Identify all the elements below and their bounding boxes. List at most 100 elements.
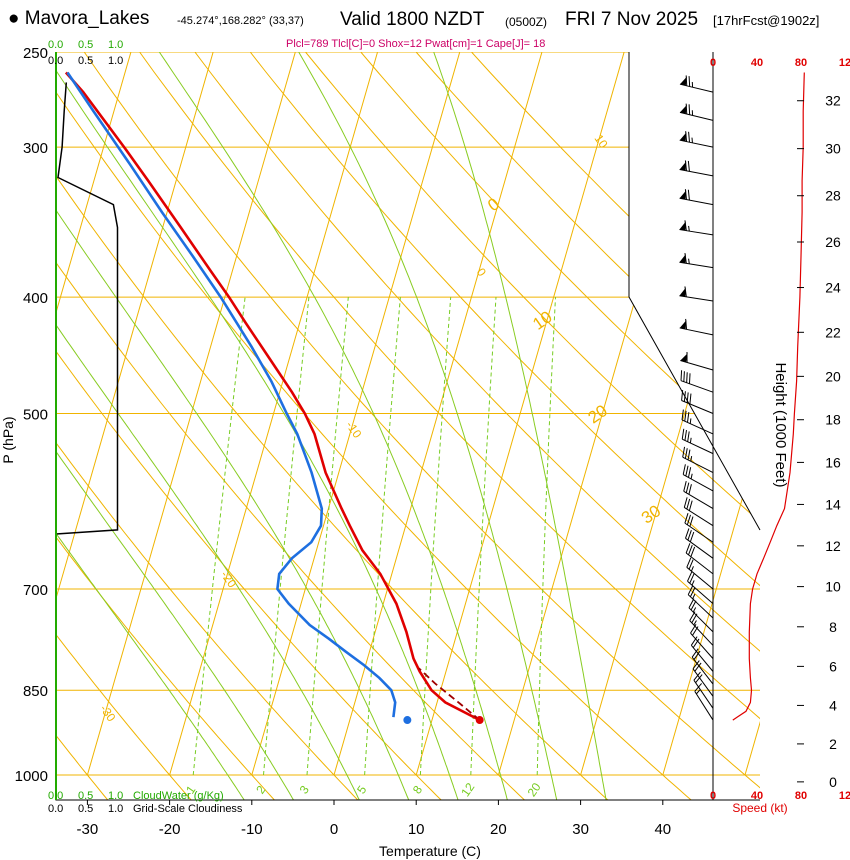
- wind-barb-staff: [691, 656, 714, 685]
- wind-barb-pennant: [679, 132, 687, 142]
- height-tick-label: 2: [829, 736, 837, 752]
- wind-barb-flag: [681, 409, 684, 421]
- pressure-tick-label: 250: [23, 45, 48, 62]
- wind-barb-staff: [690, 632, 714, 659]
- speed-tick-top: 80: [795, 57, 807, 69]
- height-axis-title: Height (1000 Feet): [772, 362, 789, 487]
- isotherm-line: [56, 52, 165, 776]
- wind-barb: [686, 557, 714, 590]
- wind-barb-pennant: [679, 287, 686, 297]
- wind-barb-flag: [690, 546, 696, 557]
- wind-barb: [679, 189, 714, 206]
- wind-barb-flag: [683, 371, 685, 382]
- wind-barb-flag: [682, 446, 686, 458]
- speed-tick-bottom: 80: [795, 790, 807, 802]
- height-tick-label: 20: [825, 368, 841, 384]
- speed-tick-top: 40: [751, 57, 763, 69]
- sounding-params: Plcl=789 Tlcl[C]=0 Shox=12 Pwat[cm]=1 Ca…: [286, 38, 546, 50]
- isotherm-line: [497, 52, 741, 776]
- wind-barb-half-flag: [692, 607, 697, 613]
- wind-barb-flag: [685, 543, 691, 554]
- wind-barb: [682, 464, 714, 492]
- wind-barb: [681, 428, 714, 455]
- wind-barb: [679, 131, 714, 148]
- isotherm-label: -20: [218, 568, 240, 591]
- wind-barb-flag: [690, 636, 698, 646]
- wind-barb-flag: [693, 650, 701, 660]
- dry-adiabat-line: [56, 52, 526, 800]
- isotherm-line: [415, 52, 659, 776]
- wind-barb: [680, 352, 714, 371]
- wind-barb-flag: [692, 660, 700, 670]
- wind-barb-flag: [688, 104, 691, 115]
- wind-barb: [679, 220, 714, 236]
- cloudiness-tick-bottom: 0.0: [48, 803, 63, 815]
- wind-barb-staff: [679, 327, 714, 336]
- height-tick-label: 10: [825, 579, 841, 595]
- temperature-tick-label: -20: [159, 821, 181, 838]
- temperature-tick-label: 20: [490, 821, 507, 838]
- height-tick-label: 26: [825, 234, 841, 250]
- wind-barb: [685, 528, 714, 559]
- wind-barb: [690, 623, 714, 659]
- temperature-tick-label: -10: [241, 821, 263, 838]
- wind-barb-flag: [686, 514, 691, 525]
- wind-barb-flag: [684, 286, 687, 297]
- dry-adiabat-line: [110, 52, 760, 800]
- wind-barb-staff: [680, 380, 714, 393]
- wind-barb-flag: [689, 531, 695, 543]
- parcel-line: [418, 667, 481, 721]
- wind-barb: [694, 683, 714, 721]
- mixing-ratio-line: [470, 297, 497, 776]
- wind-barb-staff: [680, 360, 714, 371]
- isotherm-label: 0: [474, 265, 489, 279]
- isotherm-line: [662, 52, 760, 776]
- speed-tick-top: 0: [710, 57, 716, 69]
- dry-adiabat-label: 20: [585, 401, 611, 427]
- station-title: ● Mavora_Lakes: [8, 8, 149, 30]
- wind-barb-flag: [690, 600, 697, 611]
- dry-adiabat-label: 10: [529, 307, 555, 333]
- wind-barb-flag: [689, 516, 694, 527]
- temperature-tick-label: -30: [77, 821, 99, 838]
- wind-barb-flag: [684, 410, 687, 422]
- height-tick-label: 24: [825, 280, 841, 296]
- moist-adiabat-line: [386, 52, 607, 800]
- wind-barb-flag: [694, 683, 702, 692]
- x-axis-title: Temperature (C): [379, 843, 481, 859]
- wind-barb-flag: [687, 585, 694, 595]
- wind-barb-flag: [684, 189, 687, 200]
- moist-adiabat-line: [56, 52, 245, 800]
- height-tick-label: 30: [825, 141, 841, 157]
- wind-barb-flag: [687, 160, 690, 172]
- wind-barb-flag: [687, 189, 690, 201]
- height-tick-label: 28: [825, 188, 841, 204]
- wind-barb-flag: [685, 482, 690, 493]
- dry-adiabat-line: [370, 52, 760, 800]
- wind-barb-flag: [688, 373, 691, 384]
- wind-barb: [687, 571, 714, 605]
- cloudwater-tick-bottom: 1.0: [108, 790, 123, 802]
- dry-adiabat-line: [162, 52, 760, 800]
- dry-adiabat-line: [56, 52, 760, 800]
- wind-barb-flag: [685, 465, 689, 477]
- wind-barb-half-flag: [692, 593, 696, 600]
- moist-adiabat-line: [226, 52, 558, 800]
- wind-barb-pennant: [679, 190, 687, 200]
- wind-barb-flag: [685, 103, 688, 115]
- wind-barb-flag: [688, 131, 690, 143]
- wind-barb-pennant: [679, 320, 687, 330]
- wind-barb: [692, 660, 714, 697]
- wind-barb-flag: [680, 370, 683, 381]
- height-tick-label: 12: [825, 538, 841, 554]
- speed-tick-bottom: 0: [710, 790, 716, 802]
- speed-tick-bottom: 12: [839, 790, 850, 802]
- pressure-tick-label: 400: [23, 290, 48, 307]
- height-tick-label: 6: [829, 658, 837, 674]
- wind-barb-flag: [689, 587, 696, 597]
- wind-barb: [679, 103, 714, 121]
- isotherm-label: -30: [97, 702, 119, 725]
- isotherm-line: [333, 52, 576, 776]
- wind-barb-flag: [686, 392, 689, 403]
